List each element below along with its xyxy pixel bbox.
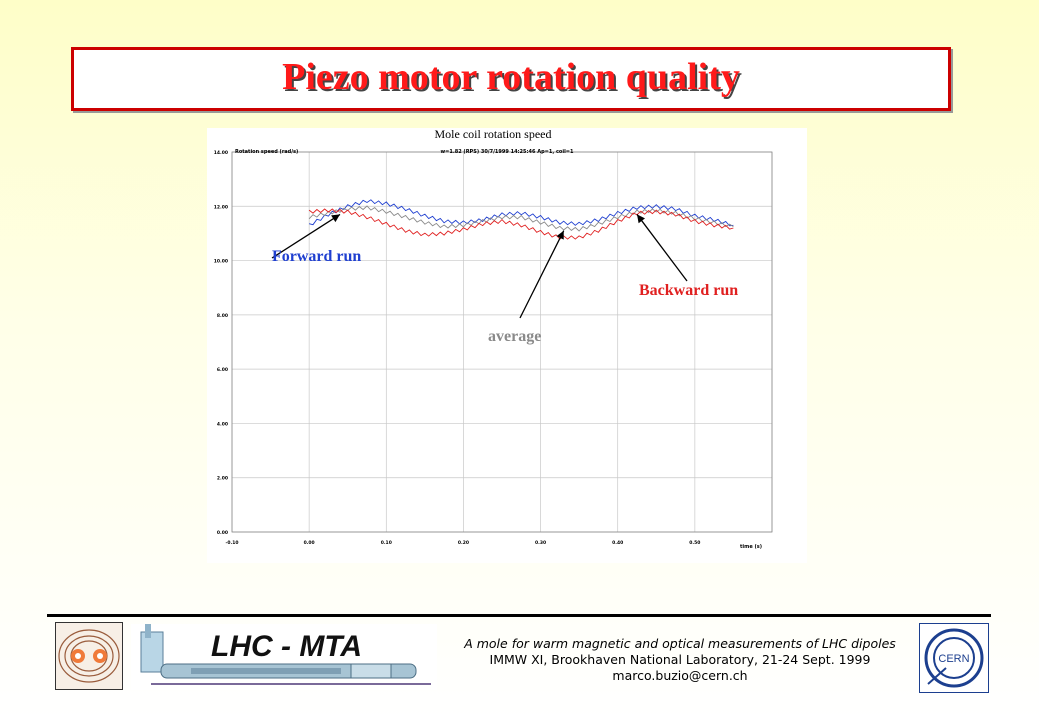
arrow-layer <box>271 213 688 319</box>
annotation-arrowhead <box>556 230 564 240</box>
title-box: Piezo motor rotation quality <box>71 47 951 111</box>
annotation-arrow <box>519 230 565 319</box>
cern-logo-text: CERN <box>938 653 969 665</box>
y-axis-label: Rotation speed (rad/s) <box>235 149 298 155</box>
x-tick-label: 0.10 <box>381 540 392 546</box>
cern-logo-icon: CERN <box>920 624 988 692</box>
annotation-label: Backward run <box>639 282 739 299</box>
y-tick-label: 8.00 <box>217 313 228 319</box>
footer-text: A mole for warm magnetic and optical mea… <box>445 636 915 684</box>
annotation-arrowhead <box>331 214 340 223</box>
y-tick-label: 0.00 <box>217 530 228 536</box>
y-tick-label: 2.00 <box>217 476 228 482</box>
annotation-label: average <box>488 328 542 345</box>
x-tick-label: 0.40 <box>612 540 623 546</box>
x-tick-label: -0.10 <box>226 540 239 546</box>
plot-frame <box>231 151 773 533</box>
x-tick-label: 0.30 <box>535 540 546 546</box>
x-axis-label: time (s) <box>740 544 762 550</box>
x-tick-label: 0.00 <box>304 540 315 546</box>
footer-line-2: IMMW XI, Brookhaven National Laboratory,… <box>489 652 871 667</box>
y-tick-label: 6.00 <box>217 367 228 373</box>
series-layer <box>308 199 734 240</box>
annotation-arrow <box>271 213 341 259</box>
footer-line-1: A mole for warm magnetic and optical mea… <box>464 636 896 651</box>
cern-logo: CERN <box>919 623 989 693</box>
y-tick-label: 14.00 <box>214 150 228 156</box>
lhc-mta-banner: LHC - MTA <box>131 624 437 690</box>
series-line <box>308 199 734 227</box>
axis-layer: 0.00 2.00 4.00 6.00 8.00 10.00 12.00 14.00 -0.10… <box>214 150 773 546</box>
mole-device-image: LHC - MTA <box>131 624 437 690</box>
chart-info-line: w=1.82 (RPS) 30/7/1999 14:25:46 Ap=1, co… <box>441 149 574 155</box>
annotation-arrow <box>636 214 688 282</box>
y-tick-label: 10.00 <box>214 259 228 265</box>
footer-divider <box>47 614 991 617</box>
x-tick-label: 0.50 <box>689 540 700 546</box>
y-tick-label: 4.00 <box>217 421 228 427</box>
y-tick-label: 12.00 <box>214 204 228 210</box>
magnet-cross-section-icon <box>56 623 122 689</box>
chart-panel: 0.00 2.00 4.00 6.00 8.00 10.00 12.00 14.00 -0.10… <box>207 128 807 563</box>
banner-text: LHC - MTA <box>211 630 362 663</box>
rotation-speed-chart: 0.00 2.00 4.00 6.00 8.00 10.00 12.00 14.00 -0.10… <box>214 128 773 550</box>
footer-line-3: marco.buzio@cern.ch <box>612 668 748 683</box>
x-tick-label: 0.20 <box>458 540 469 546</box>
chart-title: Mole coil rotation speed <box>435 128 552 141</box>
annotation-arrowhead <box>637 214 646 224</box>
slide-title: Piezo motor rotation quality <box>282 56 740 98</box>
series-line <box>308 208 734 240</box>
magnet-cross-section-logo <box>55 622 123 690</box>
annotation-label: Forward run <box>272 248 362 265</box>
